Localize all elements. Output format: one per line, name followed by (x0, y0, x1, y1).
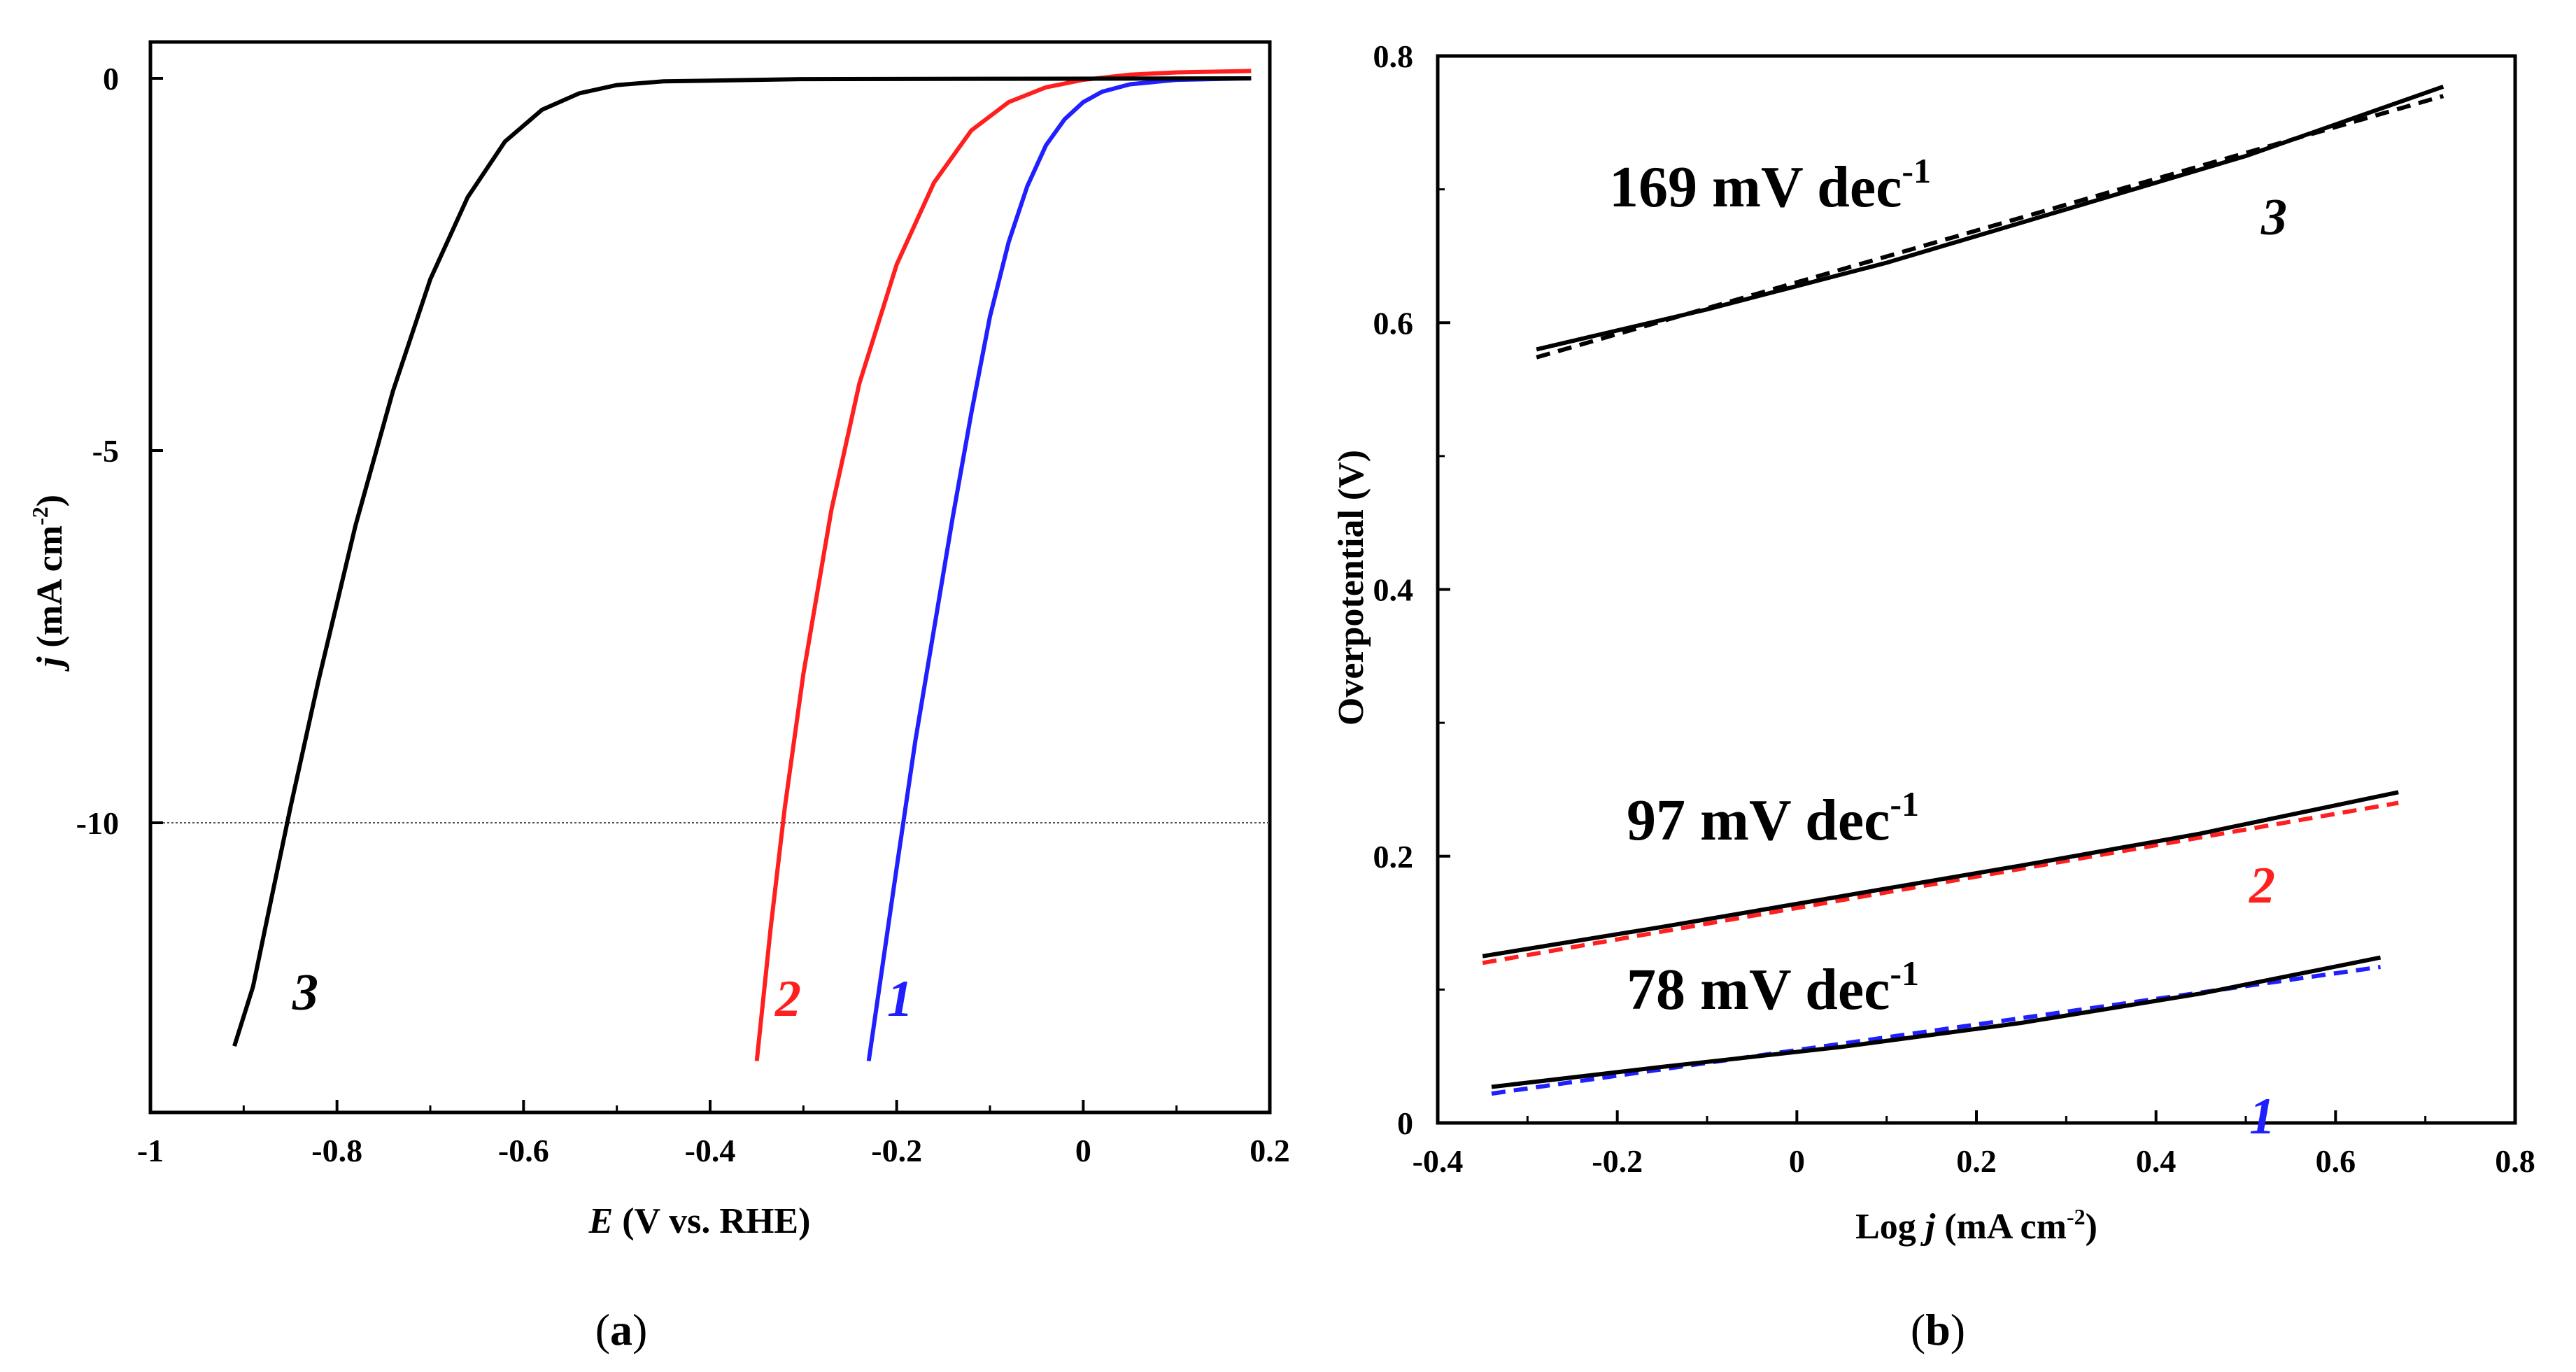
panel-b-series-1-data-line (1491, 955, 2382, 1089)
panel-b-series-2-label: 2 (2249, 857, 2275, 914)
panel-a-x-tick-label: -0.4 (685, 1133, 736, 1168)
panel-b-series-2-data-line (1482, 790, 2399, 959)
panel-a-series-1-label: 1 (887, 970, 913, 1028)
panel-a-chart: -1 -0.8 -0.6 -0.4 -0.2 0 0.2 0 -5 -10 1 2 3 E (V v… (27, 40, 1290, 1355)
panel-a-y-tick-label: 0 (103, 61, 119, 97)
panel-a-plot-frame (148, 40, 1272, 1115)
panel-b-y-tick-label: 0.4 (1373, 572, 1414, 608)
panel-b-x-axis-title: Log j (mA cm-2) (1855, 1204, 2097, 1247)
panel-b-series-1-slope-label: 78 mV dec-1 (1627, 954, 1919, 1022)
panel-b-y-axis-title: Overpotential (V) (1331, 450, 1371, 726)
panel-b-labels: 169 mV dec-1 3 97 mV dec-1 2 78 mV dec-1 1 (1609, 151, 2287, 1145)
panel-a-y-axis-title: j (mA cm-2) (27, 495, 70, 672)
panel-b-x-tick-label: 0.4 (2136, 1143, 2177, 1179)
panel-b-series-2-slope-label: 97 mV dec-1 (1627, 784, 1919, 853)
panel-b-series-2-fit-line (1482, 800, 2399, 966)
panel-a-x-tick-label: 0 (1075, 1133, 1091, 1168)
panel-b-x-ticks: -0.4 -0.2 0 0.2 0.4 0.6 0.8 (1413, 1110, 2535, 1179)
panel-a-x-tick-label: -1 (137, 1133, 164, 1168)
panel-b-chart: -0.4 -0.2 0 0.2 0.4 0.6 0.8 0 0.2 0.4 0.6 0.8 169 … (1331, 38, 2535, 1355)
panel-a-y-tick-label: -5 (92, 433, 119, 469)
panel-a-curves (232, 69, 1252, 1061)
panel-a-x-ticks: -1 -0.8 -0.6 -0.4 -0.2 0 0.2 (137, 1100, 1290, 1168)
panel-b-curves (1482, 84, 2444, 1096)
panel-a-x-axis-title: E (V vs. RHE) (588, 1201, 811, 1241)
panel-b-x-tick-label: 0.6 (2316, 1143, 2356, 1179)
panel-a-series-3-label: 3 (292, 964, 318, 1021)
panel-b-series-3-label: 3 (2260, 189, 2287, 246)
panel-a-x-tick-label: -0.2 (871, 1133, 922, 1168)
panel-b-x-tick-label: 0.8 (2495, 1143, 2535, 1179)
panel-b-y-tick-label: 0.8 (1373, 38, 1414, 74)
panel-a-x-tick-label: 0.2 (1250, 1133, 1290, 1168)
panel-b-y-tick-label: 0.2 (1373, 839, 1414, 875)
panel-b-x-tick-label: -0.4 (1413, 1143, 1464, 1179)
panel-b-y-tick-label: 0.6 (1373, 305, 1414, 341)
panel-a-y-ticks: 0 -5 -10 (76, 61, 163, 841)
panel-b-tag: (b) (1911, 1305, 1965, 1355)
panel-a-curve-labels: 1 2 3 (292, 964, 913, 1028)
panel-a-tag: (a) (595, 1305, 648, 1355)
panel-b-x-tick-label: 0 (1789, 1143, 1805, 1179)
panel-a-x-tick-label: -0.6 (498, 1133, 549, 1168)
panel-a-series-2-line (754, 69, 1252, 1061)
panel-a-series-3-line (232, 76, 1252, 1047)
panel-b-series-3-data-line (1536, 84, 2444, 352)
panel-a-x-tick-label: -0.8 (311, 1133, 362, 1168)
panel-b-series-1-label: 1 (2249, 1088, 2275, 1145)
panel-a-y-tick-label: -10 (76, 805, 119, 841)
panel-b-y-tick-label: 0 (1397, 1105, 1413, 1141)
panel-b-y-ticks: 0 0.2 0.4 0.6 0.8 (1373, 38, 1450, 1141)
panel-b-x-tick-label: -0.2 (1592, 1143, 1643, 1179)
panel-a-series-1-line (866, 76, 1252, 1061)
panel-a-series-2-label: 2 (774, 970, 801, 1028)
panel-b-series-3-slope-label: 169 mV dec-1 (1609, 151, 1931, 220)
panel-b-x-tick-label: 0.2 (1956, 1143, 1997, 1179)
